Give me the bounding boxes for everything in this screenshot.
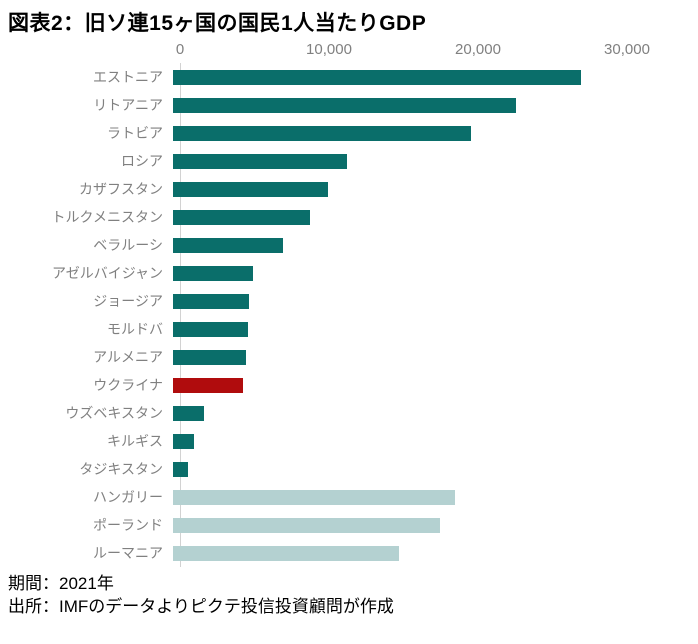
bar-row: ベラルーシ xyxy=(0,231,698,259)
bar-fsu xyxy=(173,209,310,225)
bar-row: ハンガリー xyxy=(0,483,698,511)
bar-row: ロシア xyxy=(0,147,698,175)
category-label: ジョージア xyxy=(93,293,163,309)
plot-area: エストニアリトアニアラトビアロシアカザフスタントルクメニスタンベラルーシアゼルバ… xyxy=(0,63,698,567)
bar-row: ラトビア xyxy=(0,119,698,147)
period-note: 期間：2021年 xyxy=(8,574,114,593)
bar-row: タジキスタン xyxy=(0,455,698,483)
category-label: タジキスタン xyxy=(79,461,163,477)
category-label: キルギス xyxy=(107,433,163,449)
x-axis-tick-label: 30,000 xyxy=(604,41,650,58)
category-label: ウズベキスタン xyxy=(65,405,163,421)
bar-fsu xyxy=(173,293,249,309)
category-label: ベラルーシ xyxy=(93,237,163,253)
category-label: カザフスタン xyxy=(79,181,163,197)
category-label: リトアニア xyxy=(93,97,163,113)
bar-fsu xyxy=(173,181,328,197)
bar-comparison xyxy=(173,545,399,561)
bar-highlight xyxy=(173,377,243,393)
bar-fsu xyxy=(173,321,248,337)
bar-fsu xyxy=(173,405,204,421)
category-label: ポーランド xyxy=(93,517,163,533)
bar-row: ルーマニア xyxy=(0,539,698,567)
bar-row: リトアニア xyxy=(0,91,698,119)
bar-fsu xyxy=(173,237,283,253)
bar-row: エストニア xyxy=(0,63,698,91)
category-label: アルメニア xyxy=(93,349,163,365)
x-axis-tick-label: 0 xyxy=(175,41,185,58)
bar-fsu xyxy=(173,265,253,281)
category-label: ラトビア xyxy=(107,125,163,141)
x-axis-tick-labels: 0 10,000 20,000 30,000 xyxy=(0,39,698,63)
x-axis-tick-label: 20,000 xyxy=(455,41,501,58)
bar-row: ウズベキスタン xyxy=(0,399,698,427)
chart-title: 図表2：旧ソ連15ヶ国の国民1人当たりGDP xyxy=(8,12,427,35)
footnotes: 期間：2021年 出所：IMFのデータよりピクテ投信投資顧問が作成 xyxy=(0,573,698,619)
bar-fsu xyxy=(173,153,347,169)
category-label: ウクライナ xyxy=(93,377,163,393)
bar-comparison xyxy=(173,517,440,533)
bar-fsu xyxy=(173,349,246,365)
bar-row: モルドバ xyxy=(0,315,698,343)
x-axis-tick-label: 10,000 xyxy=(306,41,352,58)
category-label: ハンガリー xyxy=(93,489,163,505)
bar-fsu xyxy=(173,125,471,141)
bar-row: アルメニア xyxy=(0,343,698,371)
category-label: エストニア xyxy=(93,69,163,85)
bar-fsu xyxy=(173,97,516,113)
bar-row: ジョージア xyxy=(0,287,698,315)
category-label: ルーマニア xyxy=(93,545,163,561)
bar-comparison xyxy=(173,489,455,505)
category-label: アゼルバイジャン xyxy=(51,265,163,281)
bar-fsu xyxy=(173,461,188,477)
bar-fsu xyxy=(173,69,581,85)
bar-row: キルギス xyxy=(0,427,698,455)
category-label: ロシア xyxy=(121,153,163,169)
bar-row: アゼルバイジャン xyxy=(0,259,698,287)
source-note: 出所：IMFのデータよりピクテ投信投資顧問が作成 xyxy=(8,596,394,616)
bar-chart: 0 10,000 20,000 30,000 エストニアリトアニアラトビアロシアカザフ… xyxy=(0,39,698,567)
category-label: モルドバ xyxy=(107,321,163,337)
category-label: トルクメニスタン xyxy=(51,209,163,225)
bar-fsu xyxy=(173,433,194,449)
bar-row: ウクライナ xyxy=(0,371,698,399)
bar-row: トルクメニスタン xyxy=(0,203,698,231)
bar-row: ポーランド xyxy=(0,511,698,539)
y-axis-line xyxy=(180,63,181,567)
bar-row: カザフスタン xyxy=(0,175,698,203)
